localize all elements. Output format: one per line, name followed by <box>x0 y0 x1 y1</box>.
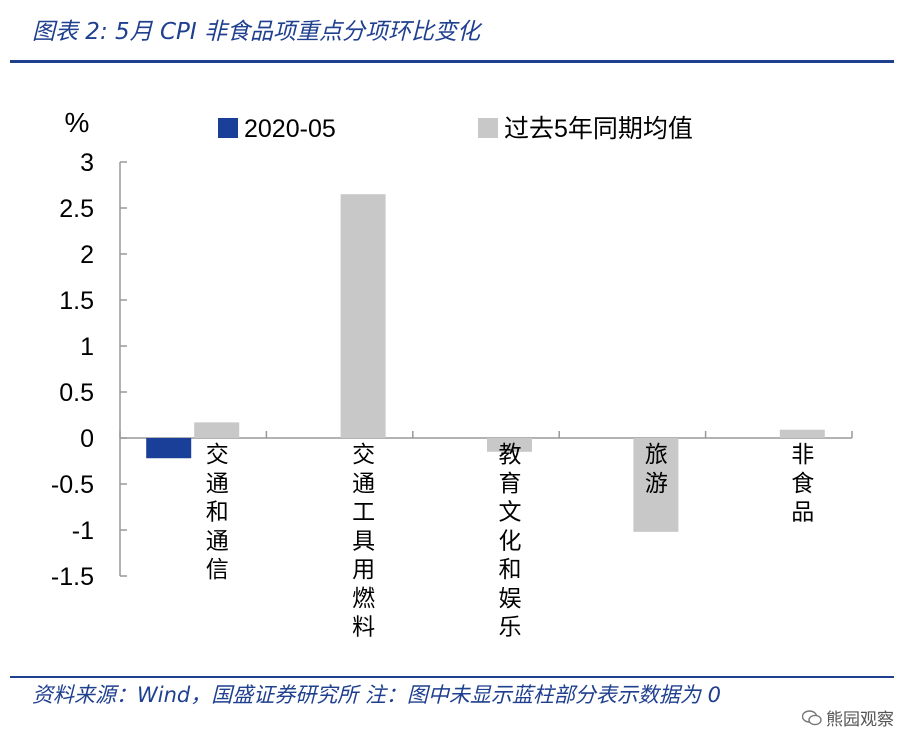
legend-label: 过去5年同期均值 <box>504 115 693 143</box>
wechat-icon <box>802 709 822 725</box>
y-axis-label: % <box>65 107 90 138</box>
y-tick-label: 0 <box>80 425 94 453</box>
y-tick-label: 1.5 <box>59 287 94 315</box>
bar-current <box>146 438 192 459</box>
x-category-label: 交通工具用燃料 <box>352 442 375 641</box>
y-tick-label: -1.5 <box>51 563 94 591</box>
y-tick-label: 1 <box>80 333 94 361</box>
bar-avg <box>633 438 679 532</box>
y-tick-label: 3 <box>80 149 94 177</box>
x-category-label: 非食品 <box>791 442 814 526</box>
x-category-label: 交通和通信 <box>206 442 229 583</box>
y-tick-label: -0.5 <box>51 471 94 499</box>
bar-avg <box>779 429 825 438</box>
bar-avg <box>487 438 532 452</box>
chart-title: 图表 2: 5月 CPI 非食品项重点分项环比变化 <box>32 19 480 45</box>
legend-swatch <box>478 118 498 138</box>
source-note: 资料来源：Wind，国盛证券研究所 注：图中未显示蓝柱部分表示数据为 0 <box>32 683 721 707</box>
x-category-label: 教育文化和娱乐 <box>499 442 522 641</box>
x-category-label: 旅游 <box>645 442 668 497</box>
bar-avg <box>194 422 240 438</box>
watermark: 熊园观察 <box>802 705 894 730</box>
legend-label: 2020-05 <box>244 115 336 143</box>
title-divider <box>10 60 894 63</box>
legend-swatch <box>218 118 238 138</box>
bar-avg <box>340 194 386 438</box>
footer-divider <box>10 676 894 678</box>
y-tick-label: 0.5 <box>59 379 94 407</box>
y-tick-label: -1 <box>72 517 94 545</box>
y-tick-label: 2 <box>80 241 94 269</box>
watermark-text: 熊园观察 <box>826 710 894 730</box>
bar-chart: 3 2.5 2 1.5 1 0.5 0 -0.5 -1 -1.5% 交通和通信 交通工具用燃料 教育文化… <box>51 107 853 641</box>
y-tick-label: 2.5 <box>59 195 94 223</box>
